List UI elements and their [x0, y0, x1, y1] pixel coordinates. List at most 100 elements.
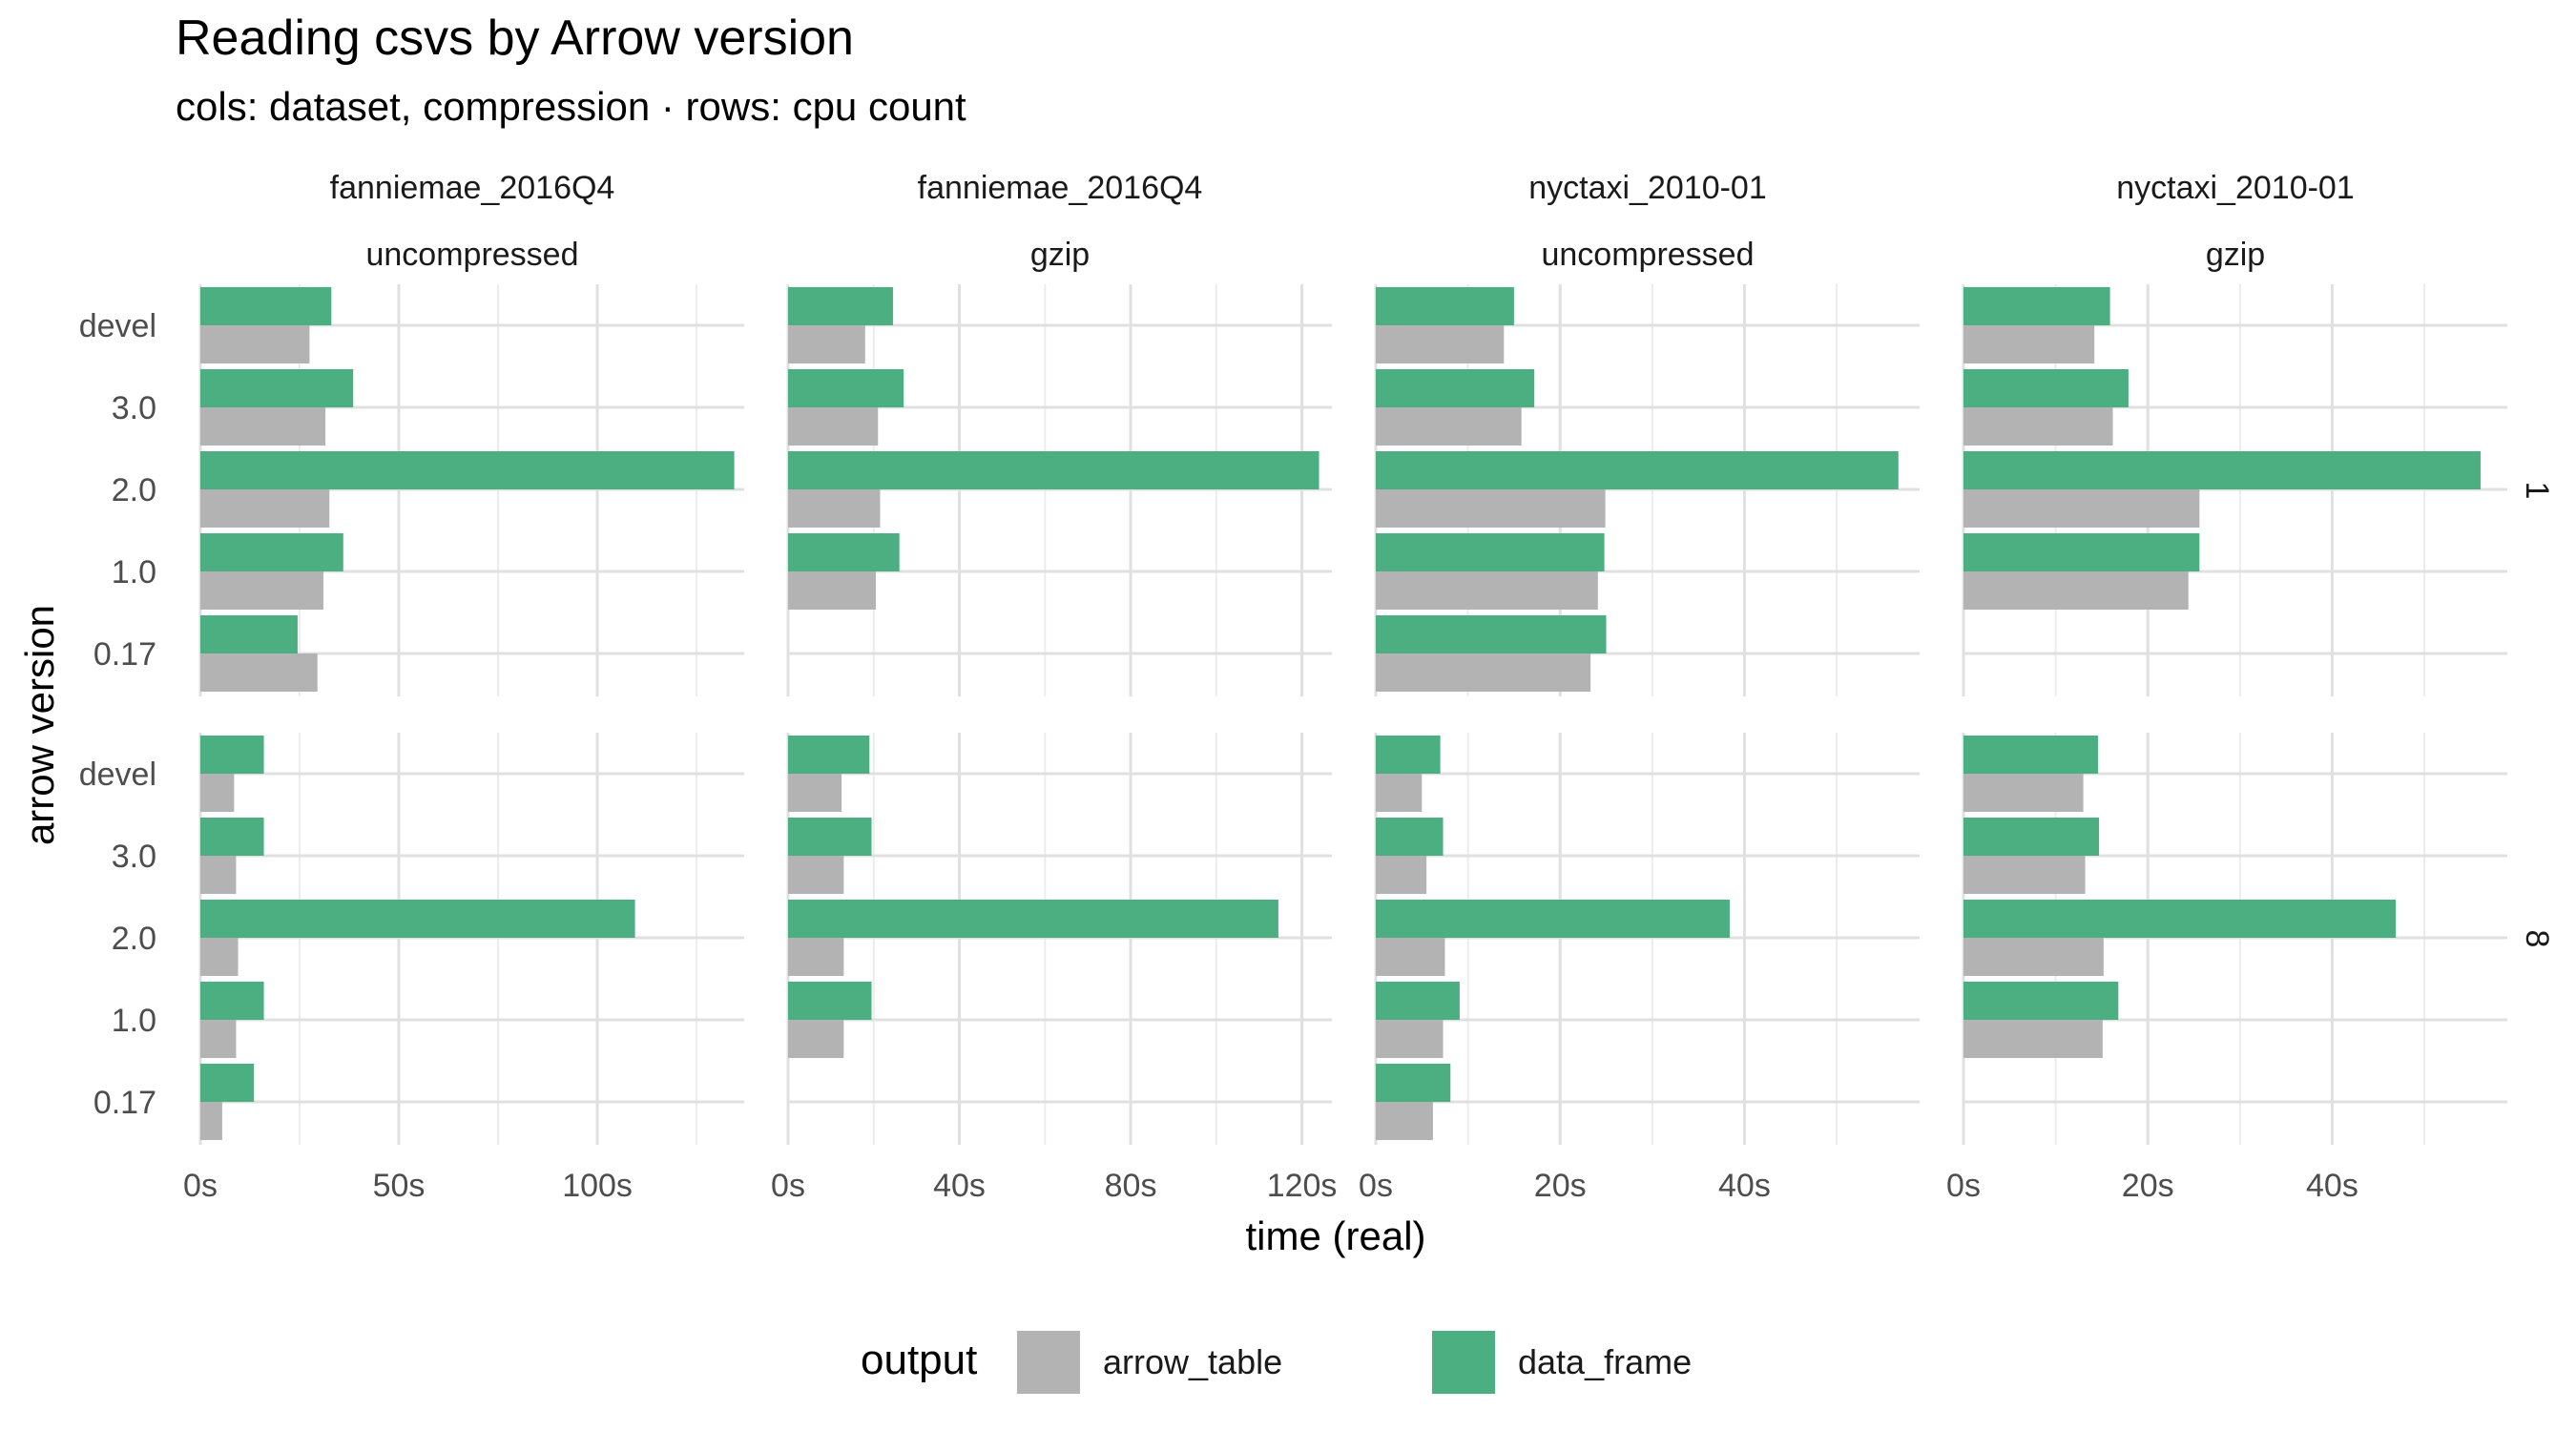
bar-data-frame [200, 533, 343, 571]
facet-strip-dataset: nyctaxi_2010-01 [2116, 170, 2355, 206]
x-tick-label: 80s [1105, 1168, 1157, 1204]
y-tick-label: 0.17 [93, 1085, 156, 1121]
facet-panel [1374, 284, 1920, 696]
bar-data-frame [1963, 533, 2200, 571]
bar-data-frame [1963, 818, 2100, 856]
y-tick-label: 2.0 [112, 472, 156, 508]
bar-arrow-table [1963, 1020, 2103, 1058]
bar-data-frame [788, 982, 872, 1020]
x-axis-title: time (real) [1245, 1213, 1425, 1258]
x-tick-label: 40s [1718, 1168, 1771, 1204]
x-tick-label: 20s [2122, 1168, 2174, 1204]
bar-data-frame [788, 533, 900, 571]
bar-data-frame [200, 900, 635, 938]
bar-arrow-table [1963, 856, 2086, 894]
bar-arrow-table [200, 571, 323, 610]
chart-title: Reading csvs by Arrow version [176, 10, 854, 66]
bar-arrow-table [1376, 856, 1427, 894]
bar-arrow-table [200, 653, 318, 692]
bar-data-frame [1376, 287, 1514, 325]
bar-arrow-table [1376, 571, 1598, 610]
bar-arrow-table [788, 774, 842, 812]
facet-strip-compression: uncompressed [1541, 237, 1754, 273]
x-tick-label: 0s [771, 1168, 805, 1204]
y-tick-label: 3.0 [112, 390, 156, 426]
bar-arrow-table [1963, 407, 2113, 446]
bar-data-frame [1376, 451, 1899, 489]
bar-data-frame [200, 982, 264, 1020]
bar-data-frame [1963, 287, 2110, 325]
bar-arrow-table [1376, 1020, 1444, 1058]
facet-panel: 0s 20s 40s [1359, 733, 1920, 1204]
facet-panels: fanniemae_2016Q4 uncompressed fanniemae_20… [79, 170, 2555, 1204]
x-tick-label: 0s [1359, 1168, 1393, 1204]
x-tick-label: 100s [562, 1168, 633, 1204]
y-tick-label: 3.0 [112, 839, 156, 875]
facet-panel [786, 284, 1332, 696]
bar-data-frame [200, 818, 264, 856]
y-tick-label: 1.0 [112, 1003, 156, 1039]
facet-panel: 0s 20s 40s [1946, 733, 2507, 1204]
bar-arrow-table [1376, 407, 1522, 446]
legend-title: output [861, 1337, 977, 1383]
bar-data-frame [200, 736, 264, 774]
bar-data-frame [1963, 369, 2129, 407]
bar-data-frame [200, 615, 298, 653]
legend-label-data-frame: data_frame [1518, 1342, 1692, 1381]
facet-strip-cpu-count: 1 [2519, 482, 2555, 500]
bar-data-frame [200, 1064, 255, 1102]
bar-data-frame [1963, 451, 2481, 489]
legend-key-arrow-table [1017, 1331, 1080, 1394]
y-tick-label: 1.0 [112, 554, 156, 591]
facet-strip-compression: gzip [1030, 237, 1090, 273]
bar-arrow-table [1963, 571, 2189, 610]
y-tick-label: devel [79, 308, 156, 344]
bar-arrow-table [1376, 325, 1505, 363]
legend: output arrow_table data_frame [861, 1331, 1692, 1394]
bar-data-frame [1376, 533, 1605, 571]
legend-label-arrow-table: arrow_table [1103, 1342, 1282, 1381]
bar-data-frame [1963, 900, 2397, 938]
facet-strip-compression: uncompressed [365, 237, 578, 273]
x-tick-label: 50s [373, 1168, 426, 1204]
facet-panel: 0s 40s 80s 120s [771, 733, 1337, 1204]
bar-data-frame [200, 369, 354, 407]
bar-data-frame [200, 451, 735, 489]
facet-strip-dataset: fanniemae_2016Q4 [918, 170, 1203, 206]
x-tick-label: 120s [1267, 1168, 1338, 1204]
bar-arrow-table [1376, 653, 1591, 692]
bar-arrow-table [200, 489, 330, 528]
bar-arrow-table [788, 571, 877, 610]
y-tick-label: 2.0 [112, 921, 156, 957]
facet-panel: 0s 50s 100s devel 3.0 2.0 1.0 0.17 [79, 733, 744, 1204]
bar-arrow-table [788, 856, 844, 894]
bar-arrow-table [200, 856, 237, 894]
facet-panel: devel 3.0 2.0 1.0 0.17 [79, 284, 744, 696]
bar-arrow-table [200, 325, 310, 363]
bar-data-frame [1376, 615, 1607, 653]
bar-data-frame [1376, 900, 1730, 938]
bar-arrow-table [788, 938, 844, 976]
bar-arrow-table [1963, 489, 2200, 528]
bar-arrow-table [200, 774, 235, 812]
bar-data-frame [788, 287, 893, 325]
facet-strip-dataset: fanniemae_2016Q4 [330, 170, 615, 206]
bar-data-frame [788, 818, 872, 856]
bar-arrow-table [200, 1020, 237, 1058]
bar-data-frame [788, 451, 1319, 489]
bar-data-frame [788, 900, 1278, 938]
bar-arrow-table [1376, 774, 1423, 812]
facet-panel [1962, 284, 2507, 696]
x-tick-label: 40s [933, 1168, 986, 1204]
bar-data-frame [1376, 1064, 1451, 1102]
x-tick-label: 0s [183, 1168, 218, 1204]
bar-data-frame [1376, 369, 1535, 407]
bar-arrow-table [1376, 489, 1606, 528]
bar-data-frame [200, 287, 332, 325]
y-axis-title: arrow version [17, 605, 62, 845]
facet-strip-compression: gzip [2206, 237, 2265, 273]
bar-arrow-table [1963, 325, 2095, 363]
facet-strip-cpu-count: 8 [2519, 930, 2555, 948]
bar-arrow-table [1963, 938, 2104, 976]
bar-arrow-table [788, 489, 881, 528]
